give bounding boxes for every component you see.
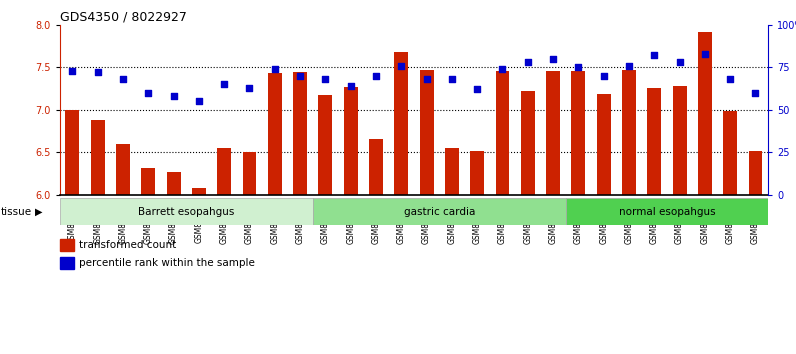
Point	[369, 73, 382, 79]
Bar	[142, 167, 155, 195]
Bar	[496, 71, 509, 195]
Text: Barrett esopahgus: Barrett esopahgus	[138, 206, 234, 217]
Bar	[566, 198, 768, 225]
Point	[92, 69, 104, 75]
Point	[572, 64, 585, 70]
Point	[294, 73, 306, 79]
Bar	[546, 71, 560, 195]
Bar	[91, 120, 104, 195]
Bar	[65, 110, 80, 195]
Text: ▶: ▶	[35, 206, 42, 217]
Text: GDS4350 / 8022927: GDS4350 / 8022927	[60, 11, 186, 24]
Bar	[60, 239, 74, 251]
Point	[470, 86, 483, 92]
Point	[345, 83, 357, 89]
Point	[193, 98, 205, 104]
Point	[268, 66, 281, 72]
Bar	[318, 95, 332, 195]
Bar	[243, 152, 256, 195]
Bar	[698, 32, 712, 195]
Bar	[369, 139, 383, 195]
Bar	[394, 52, 408, 195]
Bar	[60, 257, 74, 269]
Point	[699, 51, 712, 57]
Bar	[293, 72, 307, 195]
Point	[673, 59, 686, 65]
Point	[243, 85, 256, 91]
Point	[319, 76, 332, 82]
Point	[597, 73, 610, 79]
Text: gastric cardia: gastric cardia	[404, 206, 475, 217]
Bar	[622, 70, 636, 195]
Bar	[572, 71, 585, 195]
Bar	[673, 86, 686, 195]
Point	[521, 59, 534, 65]
Point	[116, 76, 129, 82]
Bar	[521, 91, 535, 195]
Bar	[313, 198, 566, 225]
Point	[142, 90, 154, 96]
Bar	[344, 87, 357, 195]
Bar	[192, 188, 206, 195]
Point	[648, 52, 661, 58]
Point	[547, 56, 560, 62]
Bar	[60, 198, 313, 225]
Bar	[724, 112, 737, 195]
Text: percentile rank within the sample: percentile rank within the sample	[80, 258, 256, 268]
Bar	[748, 150, 763, 195]
Bar	[217, 148, 231, 195]
Point	[724, 76, 736, 82]
Text: transformed count: transformed count	[80, 240, 177, 250]
Point	[420, 76, 433, 82]
Bar	[647, 88, 661, 195]
Bar	[445, 148, 458, 195]
Point	[622, 63, 635, 68]
Text: tissue: tissue	[1, 206, 32, 217]
Point	[218, 81, 231, 87]
Bar	[116, 144, 130, 195]
Point	[749, 90, 762, 96]
Bar	[267, 73, 282, 195]
Text: normal esopahgus: normal esopahgus	[618, 206, 716, 217]
Point	[66, 68, 79, 74]
Point	[496, 66, 509, 72]
Point	[395, 63, 408, 68]
Bar	[166, 172, 181, 195]
Point	[446, 76, 458, 82]
Bar	[419, 70, 434, 195]
Bar	[597, 93, 611, 195]
Bar	[470, 150, 484, 195]
Point	[167, 93, 180, 99]
